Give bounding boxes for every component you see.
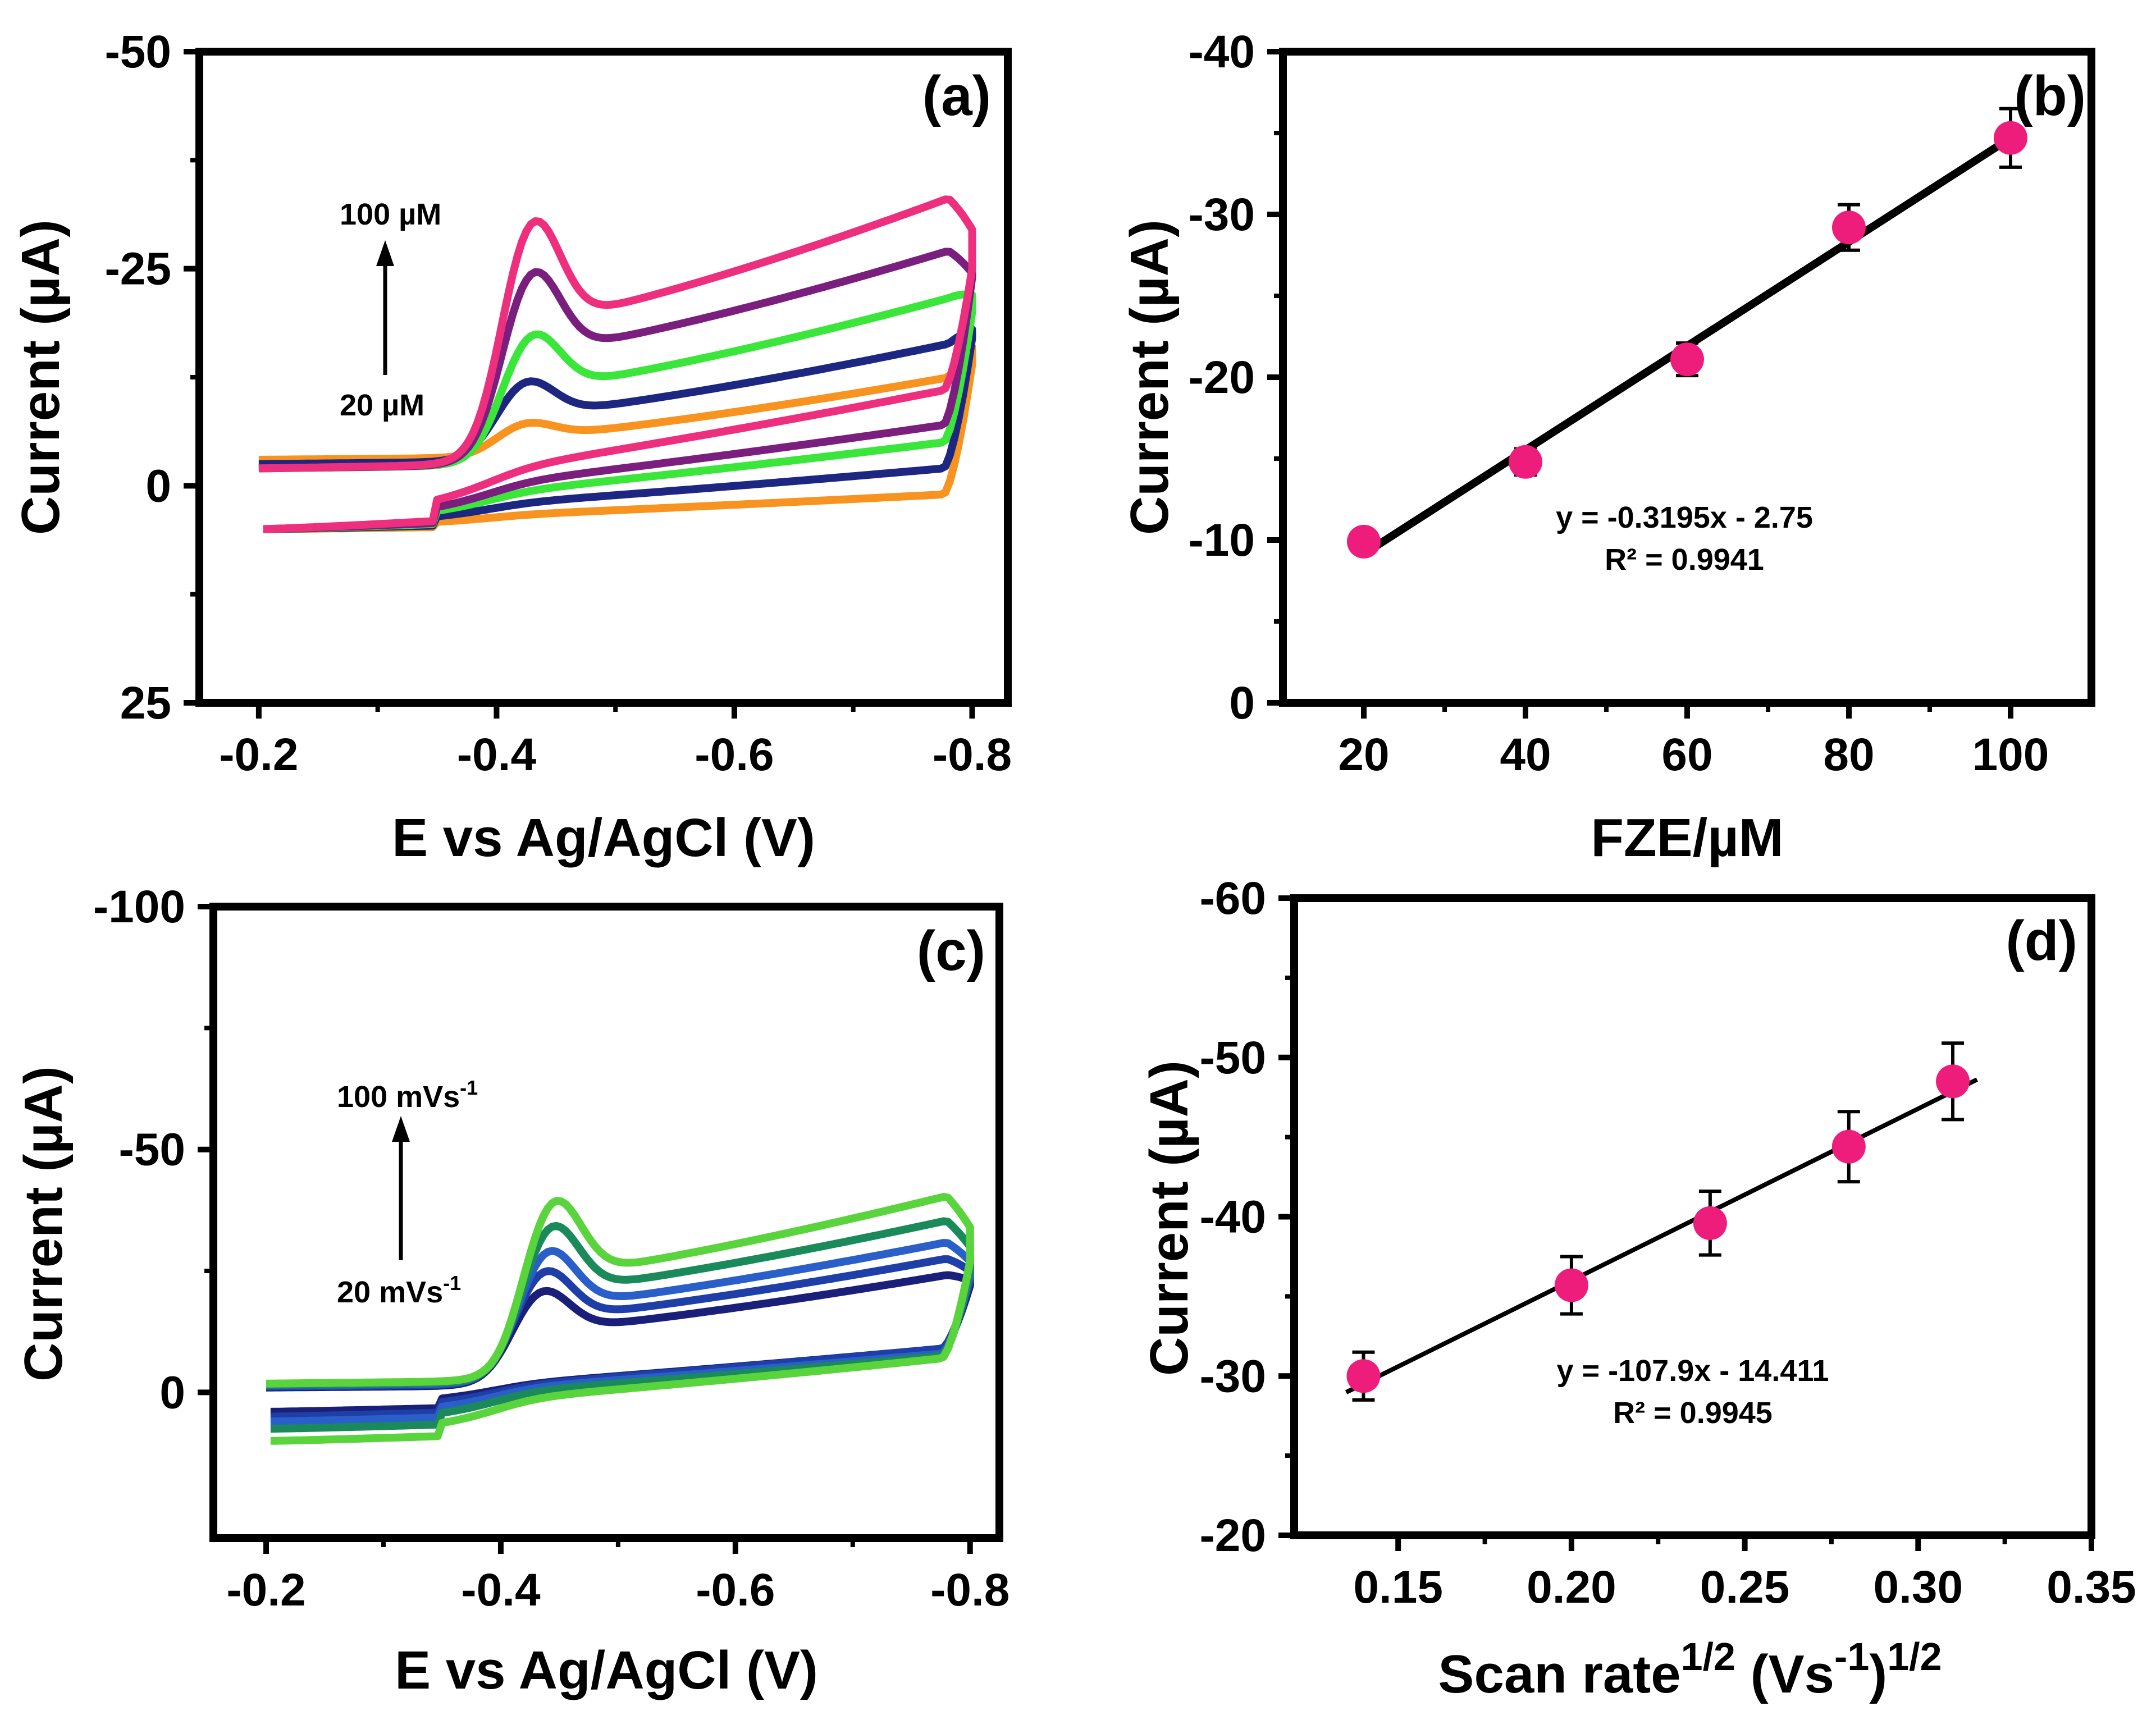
y-axis-label: Current (µA): [11, 219, 71, 535]
y-tick-label: -50: [118, 1124, 185, 1175]
annotation-low-sup: -1: [443, 1271, 461, 1294]
data-point: [1994, 121, 2027, 155]
panel-a: -0.2 -0.4 -0.6 -0.8 25 0 -25 -50 (a) E vs Ag/Ag…: [11, 26, 1012, 868]
x-axis-label-mid: (Vs: [1735, 1644, 1834, 1704]
y-tick-label: -40: [1188, 26, 1255, 77]
x-tick-label: 0.35: [2047, 1562, 2136, 1613]
annotation-high-text: 100 mVs: [337, 1080, 460, 1114]
x-axis-label: FZE/µM: [1591, 808, 1783, 868]
increase-arrowhead: [392, 1116, 410, 1142]
y-tick-label: -20: [1199, 1510, 1266, 1561]
data-point: [1670, 342, 1704, 377]
x-tick-label: -0.2: [226, 1565, 305, 1616]
annotation-low: 20 µM: [340, 388, 424, 422]
x-tick-label: 0.30: [1873, 1562, 1963, 1613]
panel-label: (a): [922, 65, 991, 127]
x-tick-label: 60: [1661, 729, 1712, 780]
x-tick-label: 80: [1823, 729, 1874, 780]
x-axis-label-sup3: 1/2: [1887, 1635, 1942, 1678]
panel-label: (b): [2014, 65, 2086, 127]
x-axis-label-main: Scan rate: [1438, 1644, 1680, 1704]
curves: [258, 195, 976, 533]
plot-frame: [209, 903, 1003, 1542]
ticks: -0.2 -0.4 -0.6 -0.8 25 0 -25 -50: [104, 26, 1012, 780]
panel-d: 0.15 0.20 0.25 0.30 0.35-20-30-40-50-60 (d) …: [1139, 873, 2136, 1704]
y-tick-label: -10: [1188, 515, 1255, 566]
y-tick-label: 0: [159, 1367, 185, 1418]
data-point: [1346, 1359, 1381, 1393]
y-axis-label: Current (µA): [1120, 219, 1180, 535]
marks: [1345, 1041, 1979, 1402]
x-tick-label: -0.8: [930, 1565, 1010, 1616]
x-tick-label: 40: [1500, 729, 1551, 780]
x-tick-label: 0.15: [1353, 1562, 1443, 1613]
panel-label: (c): [917, 920, 985, 982]
annotation-low: 20 mVs-1: [337, 1271, 461, 1309]
y-tick-label: -20: [1188, 352, 1255, 403]
fit-equation: y = -107.9x - 14.411: [1557, 1354, 1829, 1388]
annotation-high: 100 mVs-1: [337, 1076, 478, 1114]
increase-arrowhead: [376, 240, 394, 266]
cv-curve-4: [266, 1193, 974, 1445]
x-tick-label: 0.25: [1700, 1562, 1790, 1613]
x-tick-label: 20: [1338, 729, 1389, 780]
y-axis-label: Current (µA): [1139, 1060, 1199, 1376]
panel-b: 20 40 60 80 100 0 -10 -20 -30 -40 (b) FZE/µM Curr…: [1120, 26, 2095, 868]
data-point: [1693, 1206, 1727, 1240]
panel-c: -0.2 -0.4 -0.6 -0.8 0 -50 -100 (c) E vs Ag/AgC…: [13, 881, 1010, 1700]
y-tick-label: -50: [1199, 1032, 1266, 1083]
data-point: [1347, 524, 1381, 559]
marks: [1347, 107, 2027, 559]
x-axis-label-sup1: 1/2: [1681, 1635, 1735, 1678]
y-tick-label: -60: [1199, 873, 1266, 924]
annotation-high: 100 µM: [340, 198, 441, 231]
data-point: [1832, 211, 1866, 245]
annotation-high-sup: -1: [460, 1076, 478, 1099]
y-tick-label: -25: [104, 244, 171, 295]
x-tick-label: -0.4: [461, 1565, 541, 1616]
data-point: [1554, 1268, 1588, 1302]
y-tick-label: -30: [1188, 189, 1255, 240]
fit-line: [1345, 1077, 1979, 1394]
data-point: [1831, 1129, 1866, 1164]
y-axis-label: Current (µA): [13, 1066, 74, 1382]
ticks: 0.15 0.20 0.25 0.30 0.35 -20 -30 -40 -50 -60: [1199, 873, 2136, 1613]
x-tick-label: 100: [1972, 729, 2049, 780]
x-axis-label-end: ): [1869, 1644, 1887, 1704]
x-tick-label: 0.20: [1527, 1562, 1616, 1613]
cv-curve-4: [258, 195, 976, 533]
y-tick-label: 0: [1229, 678, 1255, 729]
y-tick-label: -100: [93, 881, 185, 932]
x-axis-label: E vs Ag/AgCl (V): [392, 808, 815, 868]
x-tick-label: -0.2: [219, 729, 298, 780]
x-tick-label: -0.4: [457, 729, 537, 780]
x-tick-label: -0.6: [695, 729, 774, 780]
x-tick-label: -0.6: [696, 1565, 775, 1616]
y-tick-label: -50: [104, 26, 171, 77]
plot-frame: [1290, 894, 2095, 1539]
x-axis-label-sup2: -1: [1834, 1635, 1869, 1678]
x-tick-label: -0.8: [933, 729, 1012, 780]
x-axis-label: Scan rate1/2 (Vs-1)1/2: [1438, 1635, 1942, 1704]
y-tick-label: 25: [120, 678, 171, 729]
data-point: [1936, 1064, 1970, 1099]
fit-equation: y = -0.3195x - 2.75: [1556, 501, 1813, 534]
fit-r-squared: R² = 0.9945: [1613, 1396, 1773, 1430]
data-point: [1509, 445, 1542, 479]
ticks: -0.2 -0.4 -0.6 -0.8 0 -50 -100: [93, 881, 1010, 1616]
annotation-low-text: 20 mVs: [337, 1275, 443, 1309]
ticks: 20 40 60 80 100 0 -10 -20 -30 -40: [1188, 26, 2049, 780]
y-tick-label: -30: [1199, 1351, 1266, 1402]
curves: [266, 1193, 974, 1445]
y-tick-label: 0: [145, 460, 171, 511]
fit-r-squared: R² = 0.9941: [1605, 543, 1764, 577]
y-tick-label: -40: [1199, 1192, 1266, 1243]
x-axis-label: E vs Ag/AgCl (V): [395, 1640, 818, 1700]
panel-label: (d): [2006, 909, 2077, 972]
